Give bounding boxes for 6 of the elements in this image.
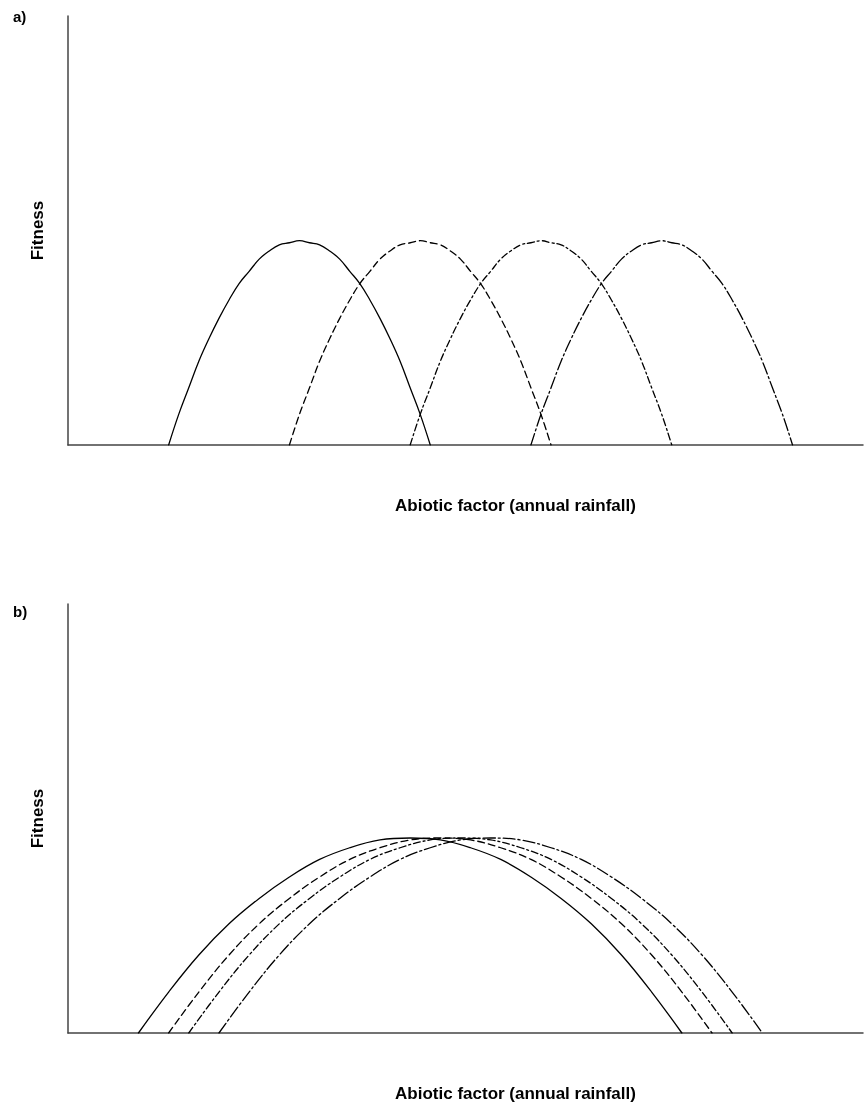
- y-axis-title: Fitness: [28, 200, 47, 261]
- x-axis-title: Abiotic factor (annual rainfall): [395, 496, 636, 515]
- y-axis-title: Fitness: [28, 788, 47, 849]
- x-axis-title: Abiotic factor (annual rainfall): [395, 1084, 636, 1103]
- chart-title: b): [13, 603, 28, 620]
- chart-title: a): [13, 8, 27, 25]
